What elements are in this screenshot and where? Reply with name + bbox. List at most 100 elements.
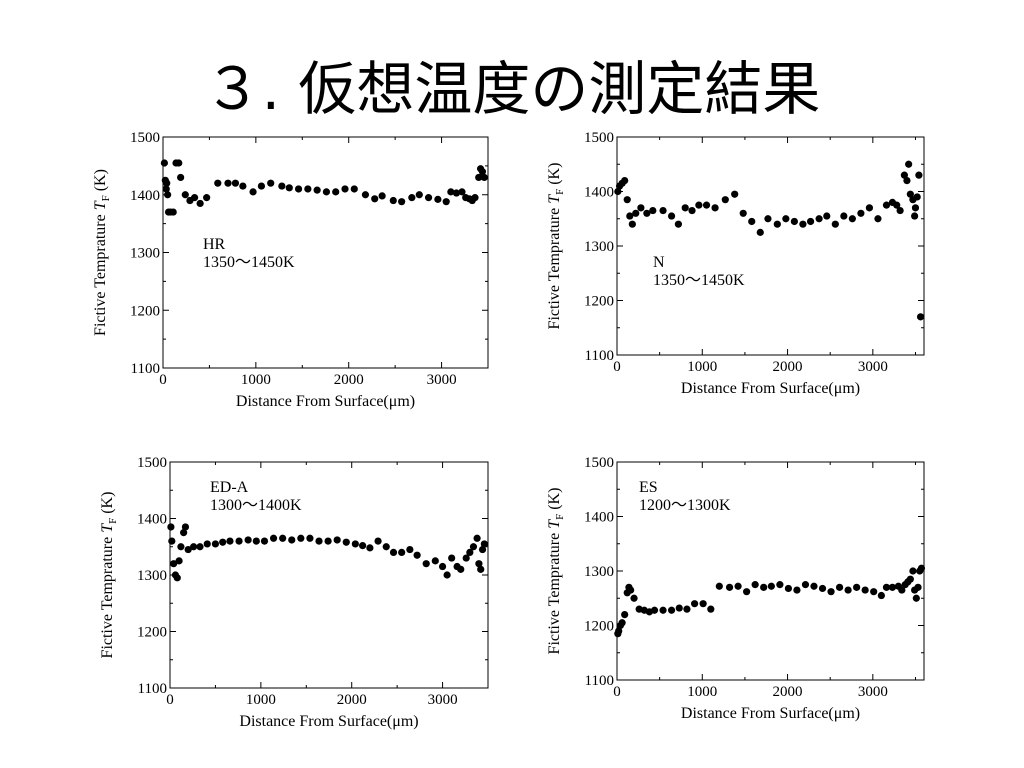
chart1-annotation-line: 1350～1450K [203,254,295,271]
chart4-data-point [659,606,667,614]
chart3-y-tick-label: 1200 [137,625,167,641]
chart2-data-point [626,212,634,220]
chart2-data-point [731,190,739,198]
chart1-x-tick-label: 1000 [241,372,271,388]
chart3-data-point [244,536,252,544]
chart1-data-point [371,195,379,203]
chart4-annotation-line: 1200～1300K [639,497,731,514]
chart3-data-point [306,534,314,542]
chart4-data-point [818,584,827,593]
chart3-data-point [269,534,278,542]
chart3-y-tick-label: 1300 [137,568,167,584]
chart2-data-point [903,177,911,185]
chart3-data-point [431,557,439,565]
chart1-data-point [408,194,416,202]
chart3-data-point [389,548,398,557]
chart4-x-tick-label: 0 [613,684,621,700]
chart4-y-axis-label: Fictive Temprature TF (K) [546,488,566,655]
chart3-data-point [406,545,414,554]
chart2-data-point [857,209,865,217]
chart3-x-axis-label: Distance From Surface(μm) [239,713,418,730]
slide-title: ３. 仮想温度の測定結果 [203,55,821,123]
chart4-y-tick-label: 1500 [584,455,614,471]
chart2-x-tick-label: 0 [613,359,621,375]
chart3-data-point [184,545,192,554]
chart3-data-point [477,565,485,573]
chart2-x-tick-label: 2000 [773,359,803,375]
chart2-data-point [913,193,921,201]
chart4-y-tick-label: 1100 [585,673,614,689]
chart4-data-point [630,594,638,602]
chart2-data-point [756,228,764,236]
chart4-data-point [699,600,707,608]
chart2-data-point [659,206,667,215]
chart4-data-point [650,606,659,614]
chart2-data-point [865,204,874,212]
chart4-data-point [627,586,635,594]
chart1-data-point [231,179,240,187]
chart2-y-tick-label: 1100 [585,348,614,364]
chart3-data-point [382,543,390,551]
chart2-data-point [815,215,823,223]
chart4-x-tick-label: 3000 [858,684,888,700]
chart2-annotation-line: 1350～1450K [653,272,745,289]
chart2-data-point [806,217,815,226]
chart2-data-point [711,204,719,212]
chart4-data-point [743,588,751,596]
chart2-data-point [702,201,711,209]
chart4-data-point [675,604,683,612]
chart2-data-point [632,209,640,217]
chart3-data-point [177,543,185,551]
chart4-y-tick-label: 1400 [584,510,614,526]
chart3-data-point [475,560,483,568]
chart4-data-point [870,588,878,596]
chart3-data-point [422,560,430,568]
chart4-data-point [888,583,897,591]
chart2-data-point [614,187,622,196]
chart1-data-point [190,194,199,202]
chart1-x-tick-label: 0 [159,372,167,388]
chart3-data-point [170,560,178,568]
chart3-y-tick-label: 1500 [137,455,167,471]
chart2-y-tick-label: 1500 [584,130,614,146]
chart4-data-point [898,586,906,594]
chart2-data-point [911,212,919,220]
chart3-data-point [473,534,481,542]
chart1-data-point [480,173,488,182]
chart1-data-point [313,186,321,194]
chart1-data-point [322,188,331,196]
chart2-data-point [831,220,839,228]
chart1-data-point [196,199,204,208]
chart2-data-point [906,190,914,198]
chart2-data-point [688,206,696,215]
chart2-x-tick-label: 3000 [858,359,888,375]
chart4-data-point [853,583,861,591]
chart3-data-point [252,537,260,545]
chart1-y-tick-label: 1200 [130,303,160,319]
chart4-data-point [906,575,914,583]
chart3-y-tick-label: 1100 [138,681,167,697]
chart1-y-axis-label: Fictive Temprature TF (K) [92,169,112,336]
chart3-data-point [196,543,204,551]
chart1-data-point [350,185,358,193]
chart2-data-point [905,160,913,168]
chart3-data-point [219,538,227,546]
chart3-data-point [359,542,367,550]
chart2-data-point [649,206,657,215]
chart2-data-point [681,204,689,212]
chart1-data-point [285,184,293,192]
chart1-data-point [164,191,172,199]
chart1-data-point [249,188,257,196]
chart2-data-point [896,206,904,215]
chart3-data-point [190,543,198,551]
chart4-x-axis-label: Distance From Surface(μm) [681,705,860,722]
chart3-y-axis-label: Fictive Temprature TF (K) [99,492,119,659]
chart3-data-point [180,529,188,537]
chart3-data-point [211,540,220,548]
chart2-data-point [915,171,923,179]
